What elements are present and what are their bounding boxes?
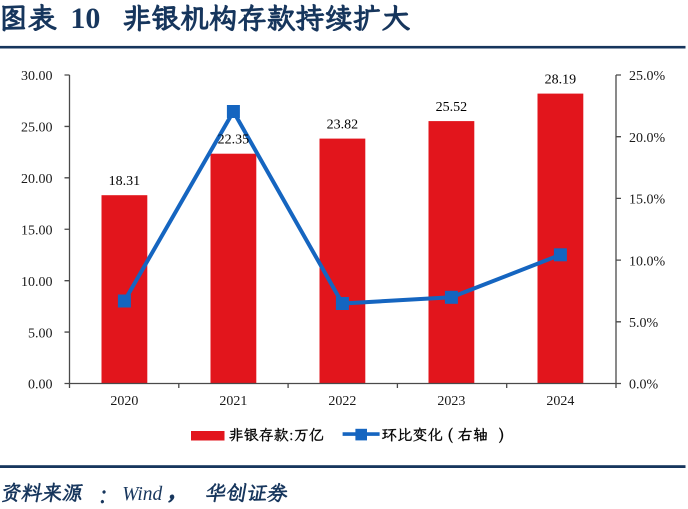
svg-text:25.0%: 25.0% xyxy=(629,69,666,84)
svg-text:15.00: 15.00 xyxy=(21,223,53,238)
svg-text:10.00: 10.00 xyxy=(21,275,53,290)
svg-text:23.82: 23.82 xyxy=(327,118,359,133)
svg-text:2024: 2024 xyxy=(546,394,574,409)
svg-text:28.19: 28.19 xyxy=(545,73,577,88)
svg-text:0.00: 0.00 xyxy=(28,378,53,393)
svg-text:2021: 2021 xyxy=(219,394,247,409)
svg-text:Wind: Wind xyxy=(122,484,162,505)
svg-text:20.0%: 20.0% xyxy=(629,131,666,146)
svg-text:22.35: 22.35 xyxy=(218,133,250,148)
svg-text:5.0%: 5.0% xyxy=(629,316,659,331)
svg-text:25.52: 25.52 xyxy=(436,100,468,115)
svg-text:20.00: 20.00 xyxy=(21,172,53,187)
svg-text:18.31: 18.31 xyxy=(109,174,141,189)
svg-text:15.0%: 15.0% xyxy=(629,193,666,208)
svg-text:0.0%: 0.0% xyxy=(629,378,659,393)
svg-text:2020: 2020 xyxy=(110,394,138,409)
svg-text:30.00: 30.00 xyxy=(21,69,53,84)
svg-text:2022: 2022 xyxy=(328,394,356,409)
svg-text:10: 10 xyxy=(70,2,100,35)
svg-text:10.0%: 10.0% xyxy=(629,254,666,269)
svg-text:5.00: 5.00 xyxy=(28,326,53,341)
svg-text:25.00: 25.00 xyxy=(21,121,53,136)
svg-text:2023: 2023 xyxy=(437,394,465,409)
